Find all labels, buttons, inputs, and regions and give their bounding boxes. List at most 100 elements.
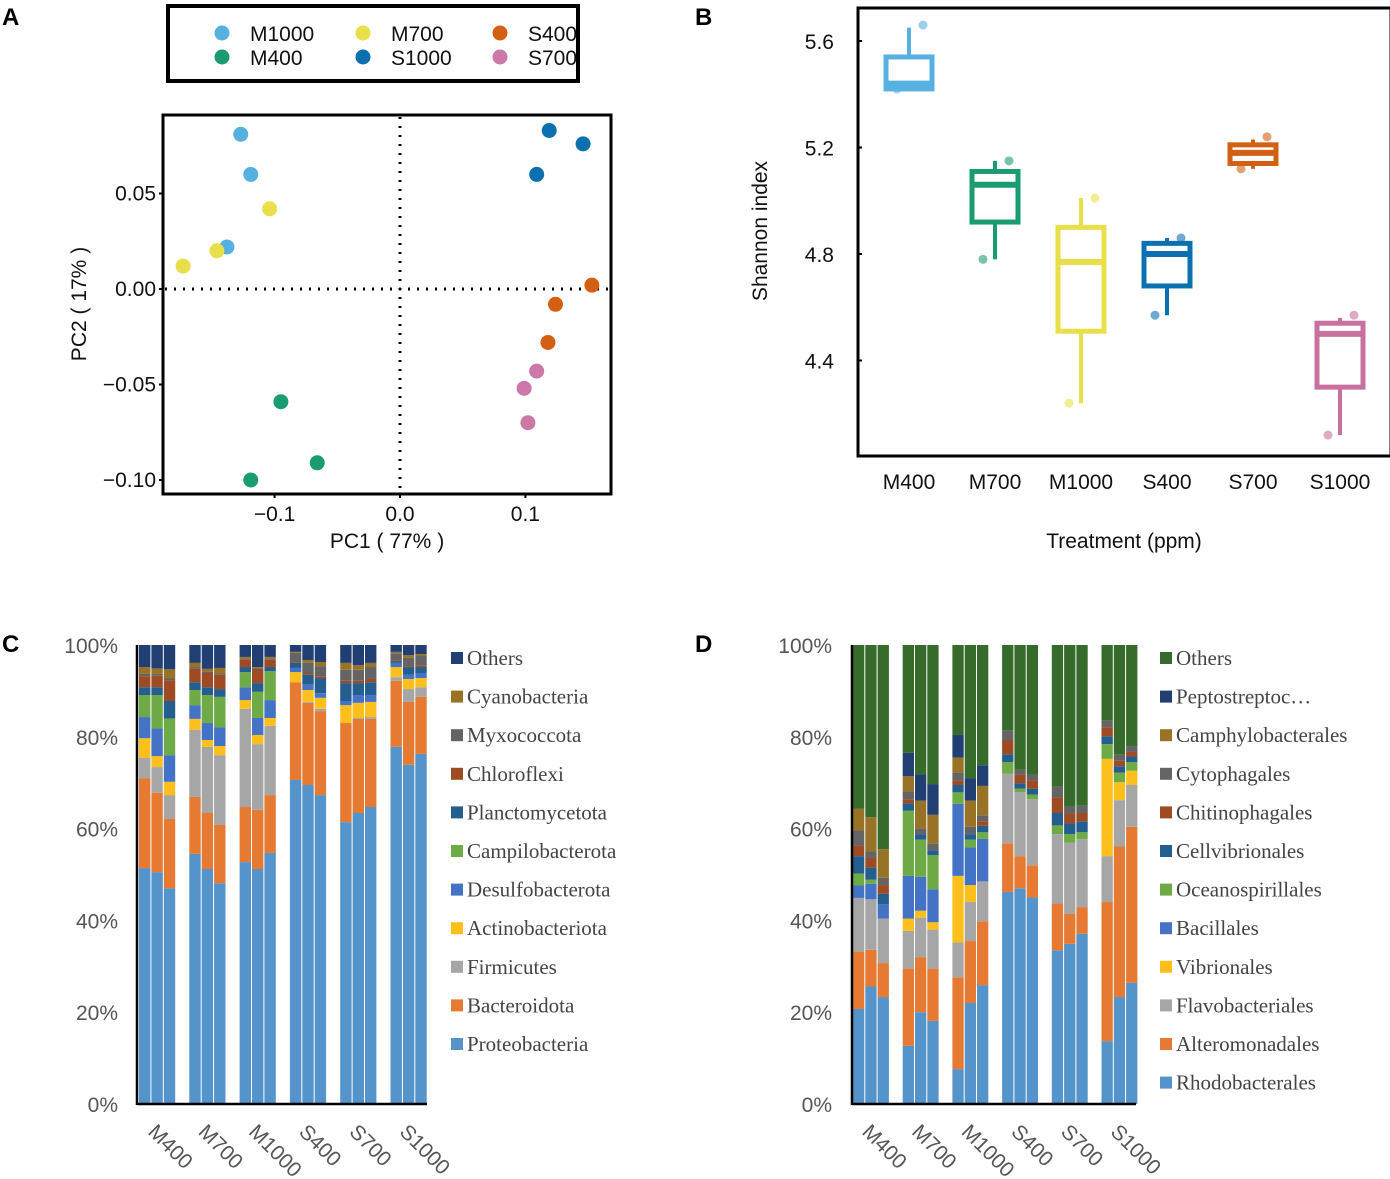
order-bar-segment-alteromonadales xyxy=(902,968,914,1046)
order-bar-segment-cellvibrionales xyxy=(952,784,964,793)
phylum-bar-segment-chloroflexi xyxy=(264,659,276,668)
phylum-bar-segment-bacteroidota xyxy=(252,809,264,869)
phylum-bar-segment-proteobacteria xyxy=(264,852,276,1104)
pca-point-s1000 xyxy=(529,166,545,182)
phylum-bar-segment-others xyxy=(402,645,415,656)
phylum-bar-segment-desulfobacterota xyxy=(163,755,176,782)
order-bar-segment-cytophagales xyxy=(1126,745,1138,752)
order-bar-segment-cellvibrionales xyxy=(865,867,877,880)
phylum-bar-segment-actinobacteriota xyxy=(264,717,276,726)
phylum-bar-segment-planctomycetota xyxy=(264,667,276,672)
order-bar-segment-cytophagales xyxy=(952,772,964,781)
phylum-bar-segment-campilobacterota xyxy=(201,695,214,724)
order-bar-segment-chitinophagales xyxy=(1076,812,1088,822)
box-m700 xyxy=(969,168,1021,225)
order-bar-segment-rhodobacterales xyxy=(927,1020,939,1104)
phylum-bar-segment-cyanobacteria xyxy=(214,667,226,674)
order-bar-segment-oceanospirillales xyxy=(1113,772,1126,783)
phylum-bar-segment-firmicutes xyxy=(365,717,377,719)
pca-point-m700 xyxy=(262,201,278,217)
order-legend-swatch-others xyxy=(1160,652,1172,664)
order-bar-segment-flavobacteriales xyxy=(1126,784,1138,827)
box-point-s700 xyxy=(1262,132,1272,142)
panel-label-c: C xyxy=(2,631,19,658)
phylum-bar-segment-planctomycetota xyxy=(365,682,377,696)
order-x-tick-label: S700 xyxy=(1056,1120,1107,1171)
phylum-x-tick-label: M1000 xyxy=(244,1120,306,1179)
order-bar-segment-chitinophagales xyxy=(902,799,914,804)
phylum-bar-segment-bacteroidota xyxy=(139,778,151,869)
phylum-bar-segment-campilobacterota xyxy=(139,695,151,718)
box-point-s1000 xyxy=(1349,310,1359,320)
order-bar-segment-flavobacteriales xyxy=(877,918,889,964)
pca-legend-box xyxy=(166,4,580,83)
order-bar-segment-cellvibrionales xyxy=(853,856,865,874)
phylum-bar-segment-cyanobacteria xyxy=(402,655,415,658)
box-point-m1000 xyxy=(1090,193,1100,203)
phylum-bar-segment-actinobacteriota xyxy=(151,756,163,768)
order-bar-segment-cellvibrionales xyxy=(964,834,976,840)
order-x-tick-label: S1000 xyxy=(1106,1120,1165,1179)
order-legend-swatch-bacillales xyxy=(1160,922,1172,935)
phylum-bar-segment-cyanobacteria xyxy=(415,654,427,657)
box-point-m700 xyxy=(1004,156,1014,166)
phylum-bar-segment-campilobacterota xyxy=(151,695,163,729)
box-s400 xyxy=(1141,240,1193,289)
phylum-bar-segment-firmicutes xyxy=(201,746,214,813)
order-bar-segment-others xyxy=(977,645,989,766)
legend-label-m700: M700 xyxy=(391,23,444,46)
order-bar-segment-flavobacteriales xyxy=(1064,842,1076,914)
legend-marker-s400 xyxy=(492,25,508,41)
order-y-tick-label: 80% xyxy=(790,727,832,750)
order-x-tick-label: M1000 xyxy=(957,1120,1019,1179)
phylum-bar-segment-bacteroidota xyxy=(352,718,364,813)
phylum-bar-segment-firmicutes xyxy=(314,708,327,712)
phylum-legend-label-firmicutes: Firmicutes xyxy=(467,955,557,979)
phylum-bar-segment-cyanobacteria xyxy=(201,668,214,672)
pca-point-s1000 xyxy=(575,136,591,152)
shannon-y-tick-label: 4.8 xyxy=(805,244,834,267)
order-bar-segment-bacillales xyxy=(865,883,877,900)
phylum-bar-segment-others xyxy=(189,645,201,663)
legend-marker-m400 xyxy=(214,49,230,65)
order-legend-swatch-cellvibrionales xyxy=(1160,845,1172,857)
phylum-bar-segment-cyanobacteria xyxy=(302,660,314,663)
phylum-bar-segment-myxococcota xyxy=(302,662,314,673)
phylum-bar-segment-desulfobacterota xyxy=(214,727,226,746)
phylum-bar-segment-bacteroidota xyxy=(415,696,427,754)
phylum-legend-label-campilobacterota: Campilobacterota xyxy=(467,839,617,863)
order-bar-segment-cellvibrionales xyxy=(1002,754,1014,763)
order-y-tick-label: 40% xyxy=(790,910,832,933)
pca-point-m700 xyxy=(209,243,225,259)
shannon-y-tick-label: 4.4 xyxy=(805,351,835,374)
order-bar-segment-cytophagales xyxy=(1002,730,1014,741)
order-bar-segment-others xyxy=(1101,645,1113,721)
legend-marker-m1000 xyxy=(214,25,230,41)
order-bar-segment-alteromonadales xyxy=(1101,902,1113,1042)
order-bar-segment-chitinophagales xyxy=(952,780,964,785)
phylum-bar-segment-actinobacteriota xyxy=(289,672,302,683)
phylum-bar-segment-firmicutes xyxy=(390,677,402,681)
phylum-bar-segment-actinobacteriota xyxy=(214,745,226,756)
phylum-bar-segment-actinobacteriota xyxy=(415,678,427,688)
phylum-bar-segment-planctomycetota xyxy=(415,667,427,673)
order-bar-segment-cellvibrionales xyxy=(927,850,939,856)
order-legend-swatch-cytophagales xyxy=(1160,767,1172,780)
order-bar-segment-rhodobacterales xyxy=(1064,943,1076,1104)
phylum-legend-swatch-chloroflexi xyxy=(451,767,463,780)
order-bar-segment-bacillales xyxy=(964,847,976,886)
legend-label-s400: S400 xyxy=(528,23,577,46)
pca-y-axis-title: PC2 ( 17% ) xyxy=(68,247,91,361)
order-bar-segment-vibrionales xyxy=(1126,770,1138,785)
order-bar-segment-cytophagales xyxy=(977,815,989,822)
order-bar-segment-flavobacteriales xyxy=(964,902,976,942)
order-y-tick-label: 0% xyxy=(802,1094,832,1117)
order-bar-segment-oceanospirillales xyxy=(1002,762,1014,774)
phylum-bar-segment-others xyxy=(302,645,314,661)
phylum-bar-segment-planctomycetota xyxy=(239,667,251,673)
order-x-tick-label: M400 xyxy=(857,1120,910,1173)
order-bar-segment-cytophagales xyxy=(1026,774,1038,781)
order-bar-segment-rhodobacterales xyxy=(877,997,889,1104)
pca-point-m400 xyxy=(273,394,289,410)
phylum-bar-segment-desulfobacterota xyxy=(365,695,377,702)
